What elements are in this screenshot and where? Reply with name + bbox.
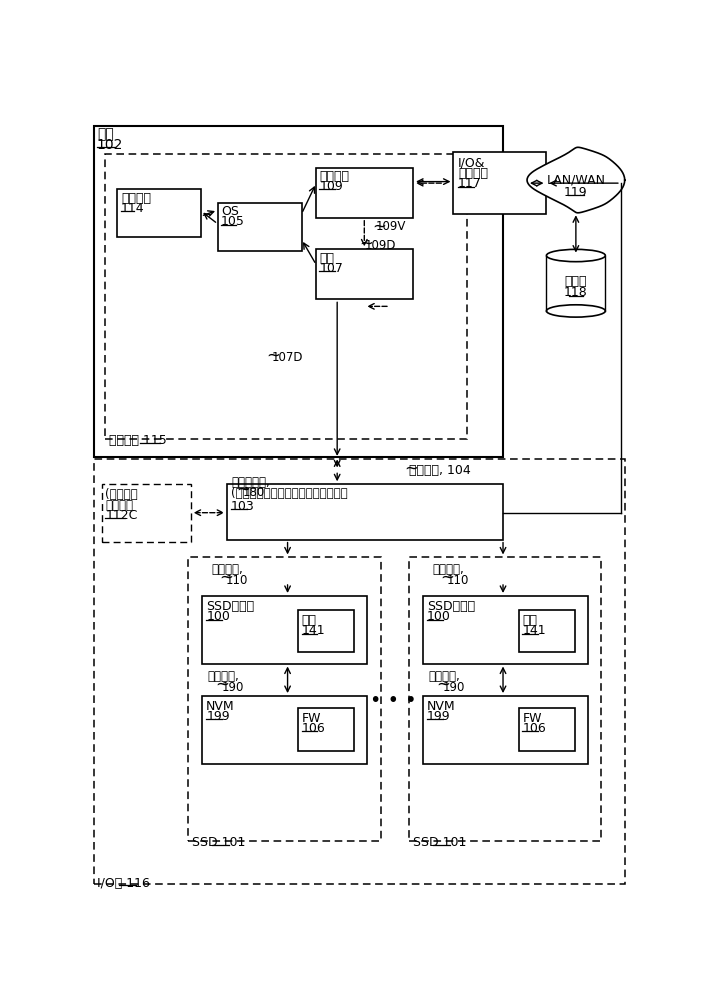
Text: 141: 141 [301, 624, 325, 637]
Text: ~: ~ [437, 675, 450, 693]
FancyBboxPatch shape [454, 152, 546, 214]
Polygon shape [527, 147, 625, 213]
Text: SSD 101: SSD 101 [192, 836, 245, 849]
Text: 中间接口, 104: 中间接口, 104 [409, 464, 471, 477]
Text: OS: OS [221, 205, 239, 218]
Text: 190: 190 [442, 681, 465, 694]
Text: NVM: NVM [427, 700, 456, 713]
Text: ~: ~ [404, 459, 418, 477]
Text: 106: 106 [301, 722, 325, 735]
FancyBboxPatch shape [104, 154, 468, 439]
Text: 外部接口,: 外部接口, [433, 563, 464, 576]
Text: ~: ~ [360, 235, 374, 253]
Text: 服务器: 服务器 [564, 275, 587, 288]
Text: FW: FW [522, 712, 542, 725]
Text: 主机软件 115: 主机软件 115 [109, 434, 167, 447]
Text: LAN/WAN: LAN/WAN [546, 174, 606, 187]
Text: 110: 110 [447, 574, 469, 587]
Text: • • •: • • • [370, 691, 417, 710]
FancyBboxPatch shape [227, 484, 503, 540]
Text: 驱动: 驱动 [320, 252, 334, 265]
Text: 106: 106 [522, 722, 546, 735]
FancyBboxPatch shape [316, 168, 413, 218]
Text: SSD控制器: SSD控制器 [206, 600, 254, 613]
Text: 映射: 映射 [301, 614, 317, 627]
Ellipse shape [546, 305, 606, 317]
Text: SSD控制器: SSD控制器 [427, 600, 475, 613]
Text: 设备接口,: 设备接口, [428, 670, 461, 683]
FancyBboxPatch shape [102, 484, 191, 542]
Text: ~: ~ [440, 568, 454, 586]
FancyBboxPatch shape [94, 459, 625, 884]
FancyBboxPatch shape [423, 696, 587, 764]
FancyBboxPatch shape [203, 596, 367, 664]
Text: 100: 100 [206, 610, 230, 623]
Text: ~: ~ [266, 347, 280, 365]
Text: 119: 119 [564, 186, 587, 199]
FancyBboxPatch shape [519, 708, 575, 751]
Text: (可选的）: (可选的） [105, 488, 138, 501]
Text: 107: 107 [320, 262, 343, 275]
Text: 141: 141 [522, 624, 546, 637]
Text: 应用程序: 应用程序 [320, 170, 349, 183]
Text: I/O卡 116: I/O卡 116 [97, 877, 150, 890]
FancyBboxPatch shape [218, 203, 301, 251]
FancyBboxPatch shape [423, 596, 587, 664]
Text: 117: 117 [458, 177, 482, 190]
Text: 114: 114 [121, 202, 144, 215]
Text: 映射: 映射 [522, 614, 538, 627]
Text: 199: 199 [206, 710, 230, 723]
FancyBboxPatch shape [519, 610, 575, 652]
Text: (可选的）切换器／光纤／中间控制器: (可选的）切换器／光纤／中间控制器 [231, 487, 348, 500]
FancyBboxPatch shape [299, 610, 354, 652]
FancyBboxPatch shape [316, 249, 413, 299]
Text: 设备接口,: 设备接口, [207, 670, 240, 683]
Text: 卡存储器: 卡存储器 [105, 499, 133, 512]
Text: 管理软件: 管理软件 [121, 192, 151, 205]
Text: 109: 109 [320, 180, 343, 193]
Text: 主机: 主机 [97, 128, 114, 142]
FancyBboxPatch shape [299, 708, 354, 751]
Text: 112C: 112C [105, 509, 138, 522]
Text: 103: 103 [231, 500, 254, 513]
Ellipse shape [546, 249, 606, 262]
Text: 110: 110 [226, 574, 248, 587]
Text: 存储设备: 存储设备 [458, 167, 488, 180]
Text: NVM: NVM [206, 700, 235, 713]
Text: 109V: 109V [376, 220, 407, 233]
FancyBboxPatch shape [189, 557, 381, 841]
FancyBboxPatch shape [409, 557, 601, 841]
Text: 199: 199 [427, 710, 451, 723]
Text: ~: ~ [215, 675, 229, 693]
Text: 100: 100 [427, 610, 451, 623]
Text: ~: ~ [372, 217, 386, 235]
Text: SSD 101: SSD 101 [413, 836, 466, 849]
Text: ~: ~ [236, 481, 250, 499]
Text: 外部接口,: 外部接口, [212, 563, 243, 576]
Text: 109D: 109D [365, 239, 397, 252]
FancyBboxPatch shape [117, 189, 200, 237]
FancyBboxPatch shape [203, 696, 367, 764]
Text: FW: FW [301, 712, 321, 725]
Text: 存储器接口,: 存储器接口, [231, 476, 270, 489]
FancyBboxPatch shape [94, 126, 503, 457]
Text: 107D: 107D [271, 351, 303, 364]
Text: 105: 105 [221, 215, 245, 228]
Text: 118: 118 [564, 286, 587, 299]
Text: 190: 190 [222, 681, 244, 694]
Text: 102: 102 [97, 138, 123, 152]
Text: 180: 180 [243, 486, 265, 499]
Text: I/O&: I/O& [458, 157, 486, 170]
Text: ~: ~ [219, 568, 233, 586]
